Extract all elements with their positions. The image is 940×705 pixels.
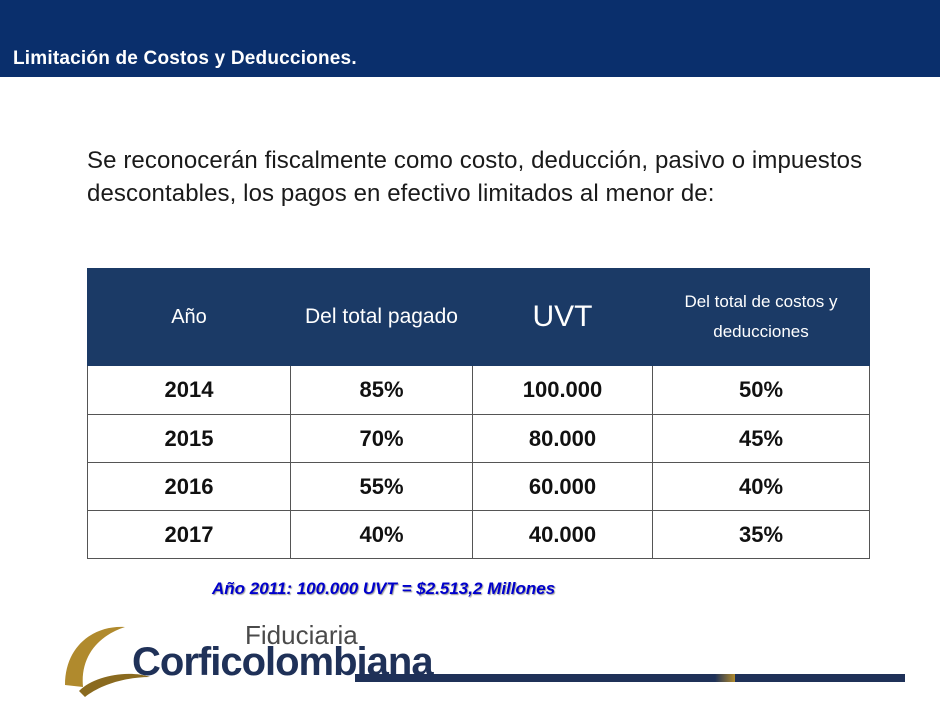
costs-deductions-cell: 35% xyxy=(652,510,870,559)
year-cell: 2017 xyxy=(87,510,291,559)
footer-rule xyxy=(355,674,905,682)
table-row: 2016 55% 60.000 40% xyxy=(87,462,870,511)
slide-title: Limitación de Costos y Deducciones. xyxy=(13,48,357,69)
intro-paragraph: Se reconocerán fiscalmente como costo, d… xyxy=(87,147,863,207)
header-costs-deductions: Del total de costos y deducciones xyxy=(652,268,870,366)
uvt-cell: 60.000 xyxy=(472,462,653,511)
year-cell: 2016 xyxy=(87,462,291,511)
uvt-cell: 100.000 xyxy=(472,365,653,415)
uvt-cell: 40.000 xyxy=(472,510,653,559)
total-paid-cell: 40% xyxy=(290,510,473,559)
table-row: 2015 70% 80.000 45% xyxy=(87,414,870,463)
year-cell: 2015 xyxy=(87,414,291,463)
header-year: Año xyxy=(87,268,291,366)
year-cell: 2014 xyxy=(87,365,291,415)
table-header-row: Año Del total pagado UVT Del total de co… xyxy=(87,268,870,366)
total-paid-cell: 55% xyxy=(290,462,473,511)
costs-deductions-cell: 50% xyxy=(652,365,870,415)
table-row: 2017 40% 40.000 35% xyxy=(87,510,870,559)
limits-table: Año Del total pagado UVT Del total de co… xyxy=(87,268,870,559)
costs-deductions-cell: 45% xyxy=(652,414,870,463)
total-paid-cell: 70% xyxy=(290,414,473,463)
uvt-footnote: Año 2011: 100.000 UVT = $2.513,2 Millone… xyxy=(212,579,556,598)
header-uvt: UVT xyxy=(472,268,653,366)
logo-text-fiduciaria: Fiduciaria xyxy=(245,620,358,650)
header-total-paid: Del total pagado xyxy=(290,268,473,366)
table-row: 2014 85% 100.000 50% xyxy=(87,365,870,415)
fiduciaria-logo-swoosh xyxy=(65,626,150,697)
footer-rule-accent xyxy=(715,674,735,682)
total-paid-cell: 85% xyxy=(290,365,473,415)
uvt-cell: 80.000 xyxy=(472,414,653,463)
header-bar: Limitación de Costos y Deducciones. xyxy=(0,0,940,77)
costs-deductions-cell: 40% xyxy=(652,462,870,511)
